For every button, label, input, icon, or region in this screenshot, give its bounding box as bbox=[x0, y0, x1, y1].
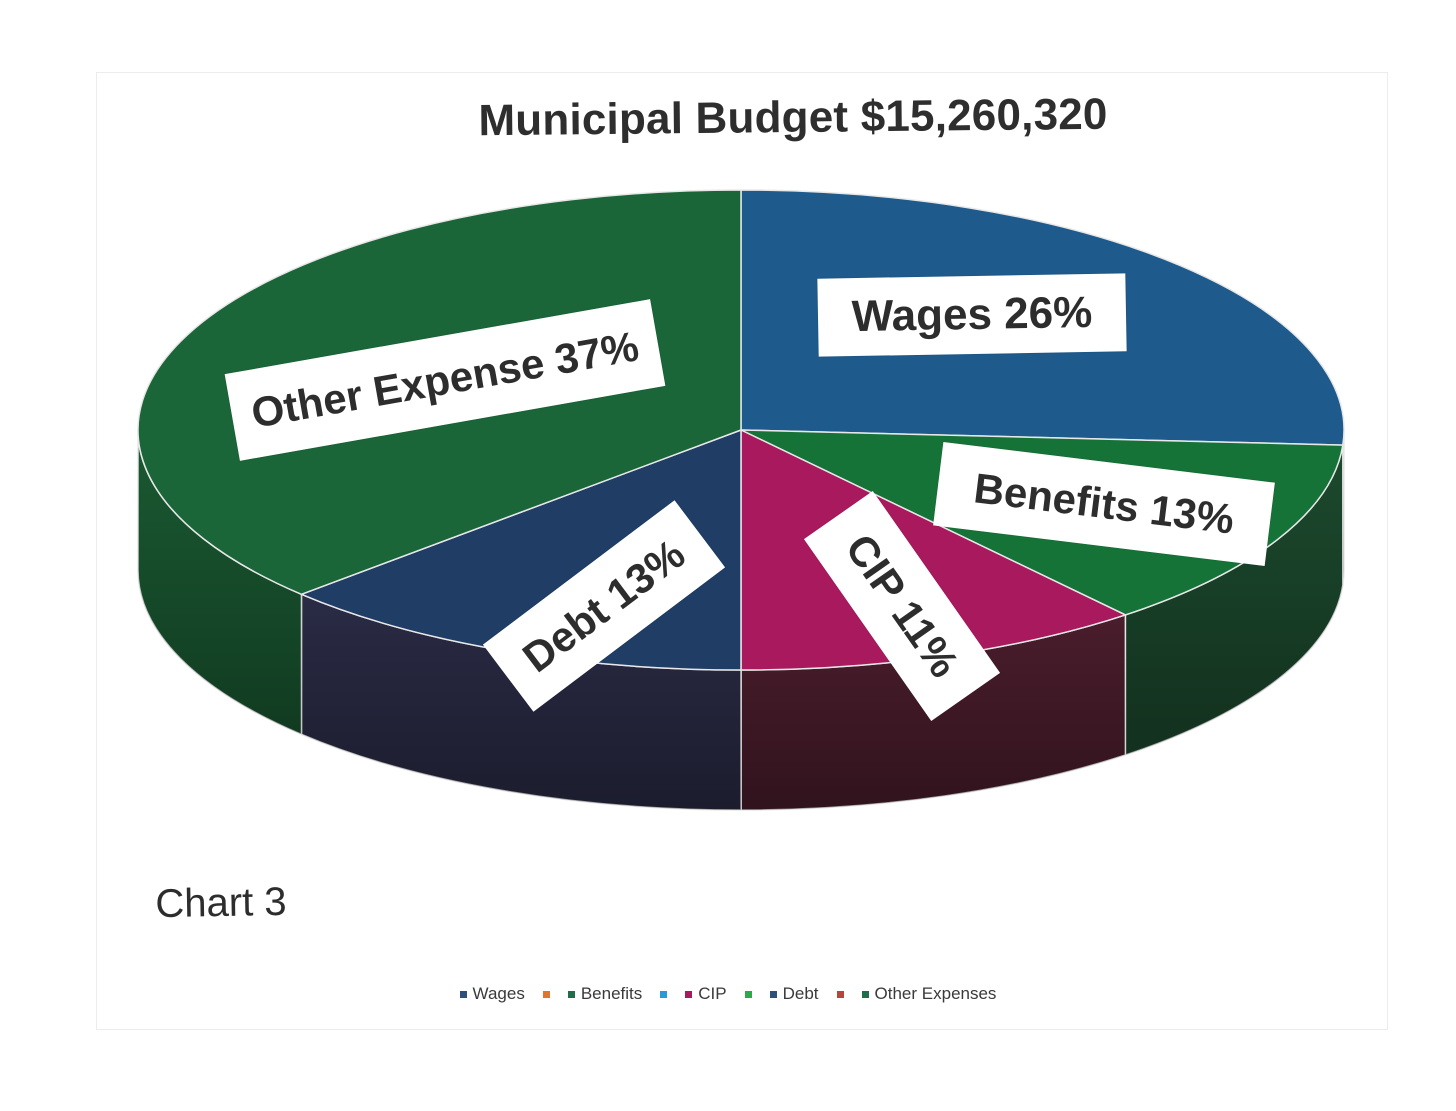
slice-side-shade-debt bbox=[301, 594, 741, 810]
legend-swatch bbox=[685, 990, 693, 998]
slice-side-shade-other-expenses bbox=[138, 430, 302, 735]
slice-label-wages: Wages 26% bbox=[817, 273, 1127, 357]
chart-number-note: Chart 3 bbox=[132, 870, 310, 936]
legend-swatch bbox=[459, 990, 467, 998]
legend-swatch bbox=[861, 990, 869, 998]
legend-item-marker bbox=[660, 990, 668, 998]
legend-item-cip: CIP bbox=[685, 984, 727, 1004]
legend-swatch bbox=[660, 990, 668, 998]
chart-legend: Wages Benefits CIP Debt Other Expenses bbox=[0, 984, 1456, 1004]
legend-swatch bbox=[567, 990, 575, 998]
legend-label: CIP bbox=[698, 984, 727, 1003]
legend-swatch bbox=[836, 990, 844, 998]
slice-side-shade-benefits bbox=[1125, 445, 1343, 755]
legend-item-debt: Debt bbox=[769, 984, 819, 1004]
legend-label: Benefits bbox=[580, 984, 643, 1003]
legend-item-benefits: Benefits bbox=[567, 984, 643, 1004]
legend-label: Debt bbox=[782, 984, 819, 1003]
legend-swatch bbox=[769, 990, 777, 998]
chart-title: Municipal Budget $15,260,320 bbox=[447, 78, 1139, 158]
legend-item-wages: Wages bbox=[459, 984, 525, 1004]
legend-item-marker bbox=[542, 990, 550, 998]
legend-item-other-expenses: Other Expenses bbox=[861, 984, 997, 1004]
legend-label: Wages bbox=[472, 984, 525, 1003]
legend-label: Other Expenses bbox=[874, 984, 997, 1003]
legend-item-marker bbox=[836, 990, 844, 998]
legend-swatch bbox=[744, 990, 752, 998]
legend-swatch bbox=[542, 990, 550, 998]
legend-item-marker bbox=[744, 990, 752, 998]
